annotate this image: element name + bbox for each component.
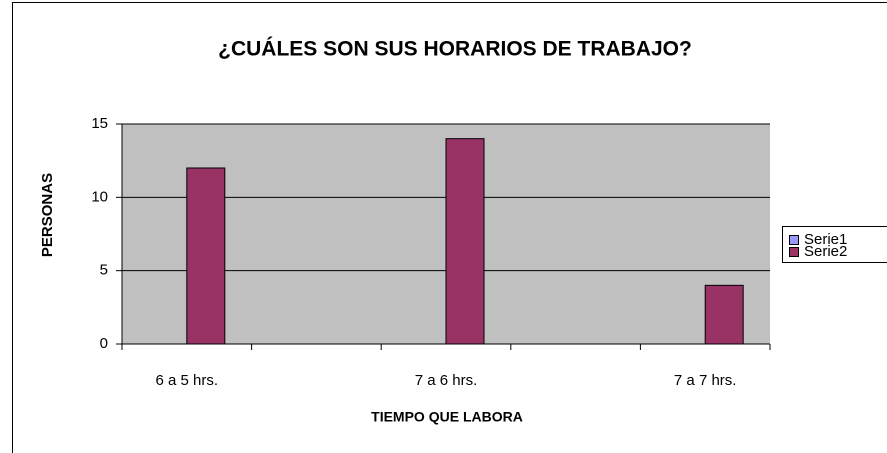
legend-label: Serie2 [804,243,847,260]
legend-swatch [789,235,799,245]
legend [782,226,887,263]
x-tick-label: 7 a 7 hrs. [674,372,737,389]
x-tick-label: 7 a 6 hrs. [415,372,478,389]
legend-swatch [789,247,799,257]
bar [186,167,226,345]
x-tick-label: 6 a 5 hrs. [156,372,219,389]
y-tick-label: 5 [100,262,108,279]
bar [704,284,744,345]
x-axis-label: TIEMPO QUE LABORA [371,409,523,425]
legend-label: Serie1 [804,231,847,248]
y-tick-label: 10 [91,188,108,205]
y-tick-label: 15 [91,115,108,132]
y-tick-label: 0 [100,335,108,352]
bar [445,138,485,345]
y-axis-label: PERSONAS [39,173,56,257]
chart-title: ¿CUÁLES SON SUS HORARIOS DE TRABAJO? [218,38,692,61]
